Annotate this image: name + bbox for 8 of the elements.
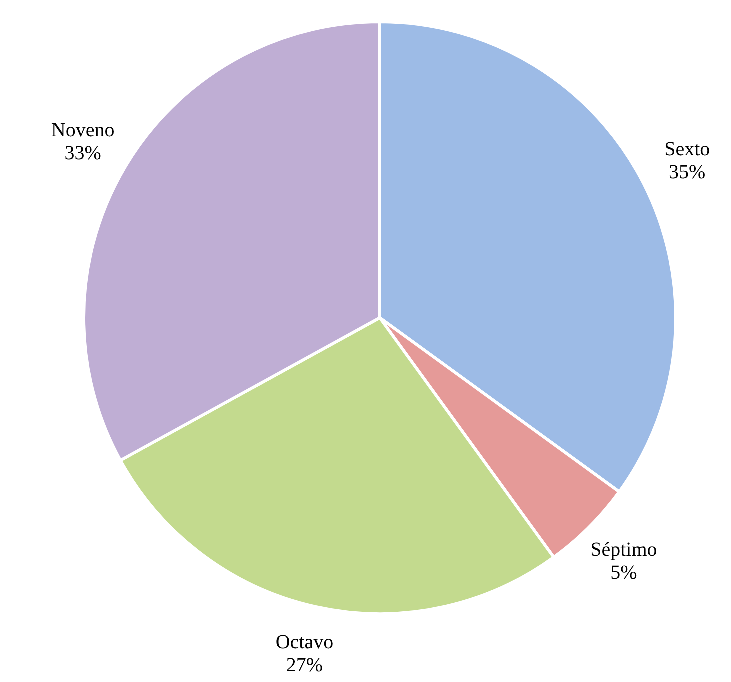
slice-label: Noveno bbox=[51, 119, 115, 142]
data-label: 33% bbox=[64, 142, 102, 164]
data-label: 35% bbox=[669, 161, 706, 184]
data-label: 5% bbox=[610, 562, 638, 584]
data-label: 27% bbox=[286, 654, 324, 677]
slice-label: Sexto bbox=[664, 138, 710, 160]
slice-label: Séptimo bbox=[590, 538, 658, 561]
slice-label: Octavo bbox=[276, 632, 334, 654]
